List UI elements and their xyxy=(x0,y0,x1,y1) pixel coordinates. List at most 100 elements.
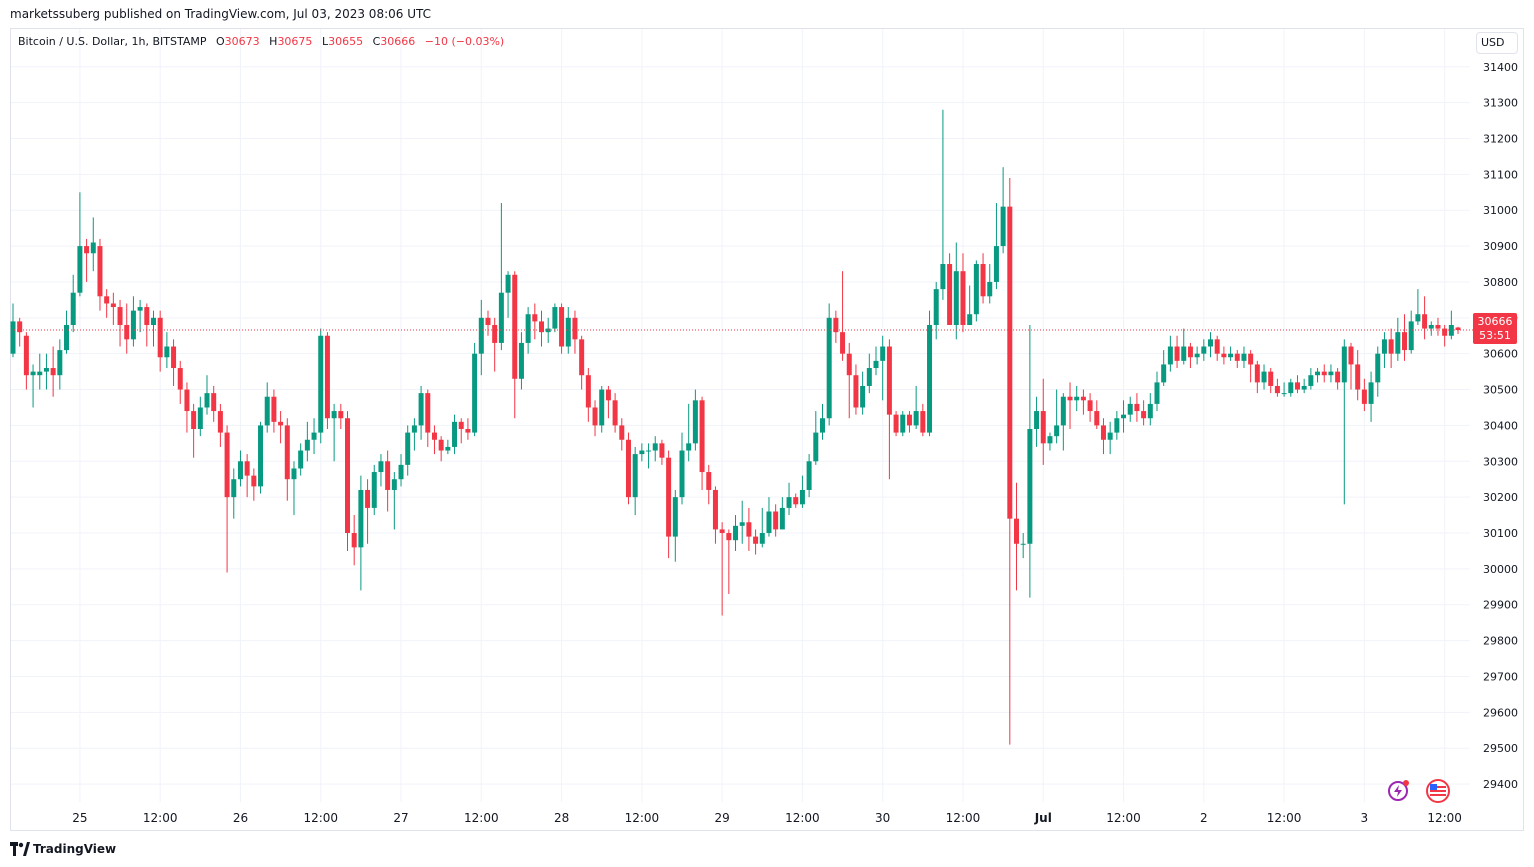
candle-body xyxy=(1174,346,1180,361)
y-tick-label: 29900 xyxy=(1483,599,1518,612)
candle-body xyxy=(993,246,999,282)
x-tick-label: 26 xyxy=(233,811,248,825)
candle-body xyxy=(1201,346,1207,354)
candle-body xyxy=(1435,324,1441,329)
candle-body xyxy=(1067,396,1073,401)
candle-body xyxy=(365,489,371,508)
candle-body xyxy=(1254,364,1260,383)
candle-body xyxy=(164,346,170,358)
candle-body xyxy=(1341,346,1347,383)
x-tick-label: 30 xyxy=(875,811,890,825)
candle-body xyxy=(773,511,779,530)
x-tick-label: 12:00 xyxy=(303,811,338,825)
candle-body xyxy=(43,368,49,372)
candle-body xyxy=(793,497,799,505)
y-tick-label: 30300 xyxy=(1483,455,1518,468)
candle-body xyxy=(64,324,70,351)
x-tick-label: 12:00 xyxy=(1267,811,1302,825)
x-tick-label: 2 xyxy=(1200,811,1208,825)
candle-body xyxy=(518,342,524,379)
candle-body xyxy=(1014,518,1019,544)
candle-body xyxy=(799,489,805,505)
candle-body xyxy=(110,303,116,308)
candle-body xyxy=(498,292,504,343)
candle-body xyxy=(150,317,156,325)
candle-body xyxy=(485,317,491,325)
us-flag-icon[interactable] xyxy=(1426,779,1450,803)
candle-body xyxy=(906,414,912,426)
y-tick-label: 30900 xyxy=(1483,240,1518,253)
lightning-icon[interactable] xyxy=(1386,779,1410,803)
candle-body xyxy=(251,475,257,487)
candle-body xyxy=(1281,393,1287,395)
candle-body xyxy=(880,346,886,361)
candle-body xyxy=(539,321,545,333)
candle-body xyxy=(1321,371,1327,376)
candle-body xyxy=(258,425,264,487)
candle-body xyxy=(786,497,792,508)
y-tick-label: 30800 xyxy=(1483,276,1518,289)
candle-body xyxy=(572,317,578,340)
candle-body xyxy=(1368,382,1374,404)
candle-body xyxy=(505,274,511,293)
candle-body xyxy=(458,421,464,429)
candle-body xyxy=(933,289,939,325)
candle-body xyxy=(726,533,732,541)
candle-body xyxy=(1408,321,1414,351)
candle-body xyxy=(57,350,63,376)
candle-body xyxy=(385,461,391,490)
candle-body xyxy=(1361,389,1367,404)
candle-body xyxy=(980,264,986,297)
candle-body xyxy=(1428,324,1434,329)
candle-body xyxy=(124,324,130,340)
y-tick-label: 31300 xyxy=(1483,97,1518,110)
candle-body xyxy=(1167,346,1173,365)
candle-body xyxy=(431,432,437,440)
candle-body xyxy=(712,489,718,530)
candle-body xyxy=(50,368,56,376)
candle-body xyxy=(177,368,183,390)
candle-body xyxy=(1007,206,1013,519)
candle-body xyxy=(826,317,832,419)
bar-countdown: 53:51 xyxy=(1479,329,1511,342)
candle-body xyxy=(632,454,638,498)
candle-body xyxy=(987,281,993,297)
candle-body xyxy=(532,314,538,322)
y-tick-label: 30600 xyxy=(1483,348,1518,361)
y-tick-label: 29800 xyxy=(1483,635,1518,648)
candle-body xyxy=(157,317,163,358)
candle-body xyxy=(90,242,96,254)
candles xyxy=(10,109,1461,745)
candle-body xyxy=(371,472,377,508)
currency-button[interactable]: USD xyxy=(1476,32,1518,54)
candle-body xyxy=(592,407,598,426)
candle-body xyxy=(1127,403,1133,415)
close-label: C xyxy=(372,35,381,48)
candle-body xyxy=(244,461,250,476)
candle-body xyxy=(1020,543,1026,545)
candle-body xyxy=(1348,346,1354,365)
candle-body xyxy=(77,246,83,293)
last-price-tag: 30666 53:51 xyxy=(1473,313,1517,344)
brand-name: TradingView xyxy=(33,842,117,856)
candle-body xyxy=(733,525,739,541)
candle-body xyxy=(1308,375,1314,386)
candle-body xyxy=(1301,385,1307,390)
candle-body xyxy=(612,400,618,426)
x-tick-label: 25 xyxy=(72,811,87,825)
candle-body xyxy=(973,264,979,315)
candle-body xyxy=(1060,396,1066,426)
candle-body xyxy=(659,443,665,458)
candle-body xyxy=(686,443,692,451)
candle-body xyxy=(391,479,397,490)
candle-body xyxy=(746,522,752,537)
candle-body xyxy=(753,536,759,544)
candle-body xyxy=(1134,403,1140,412)
candle-body xyxy=(953,271,959,325)
candle-body xyxy=(1194,353,1200,358)
candle-body xyxy=(1241,353,1247,361)
last-price-value: 30666 xyxy=(1477,315,1513,328)
y-tick-label: 29400 xyxy=(1483,778,1518,791)
candle-body xyxy=(1268,371,1274,386)
